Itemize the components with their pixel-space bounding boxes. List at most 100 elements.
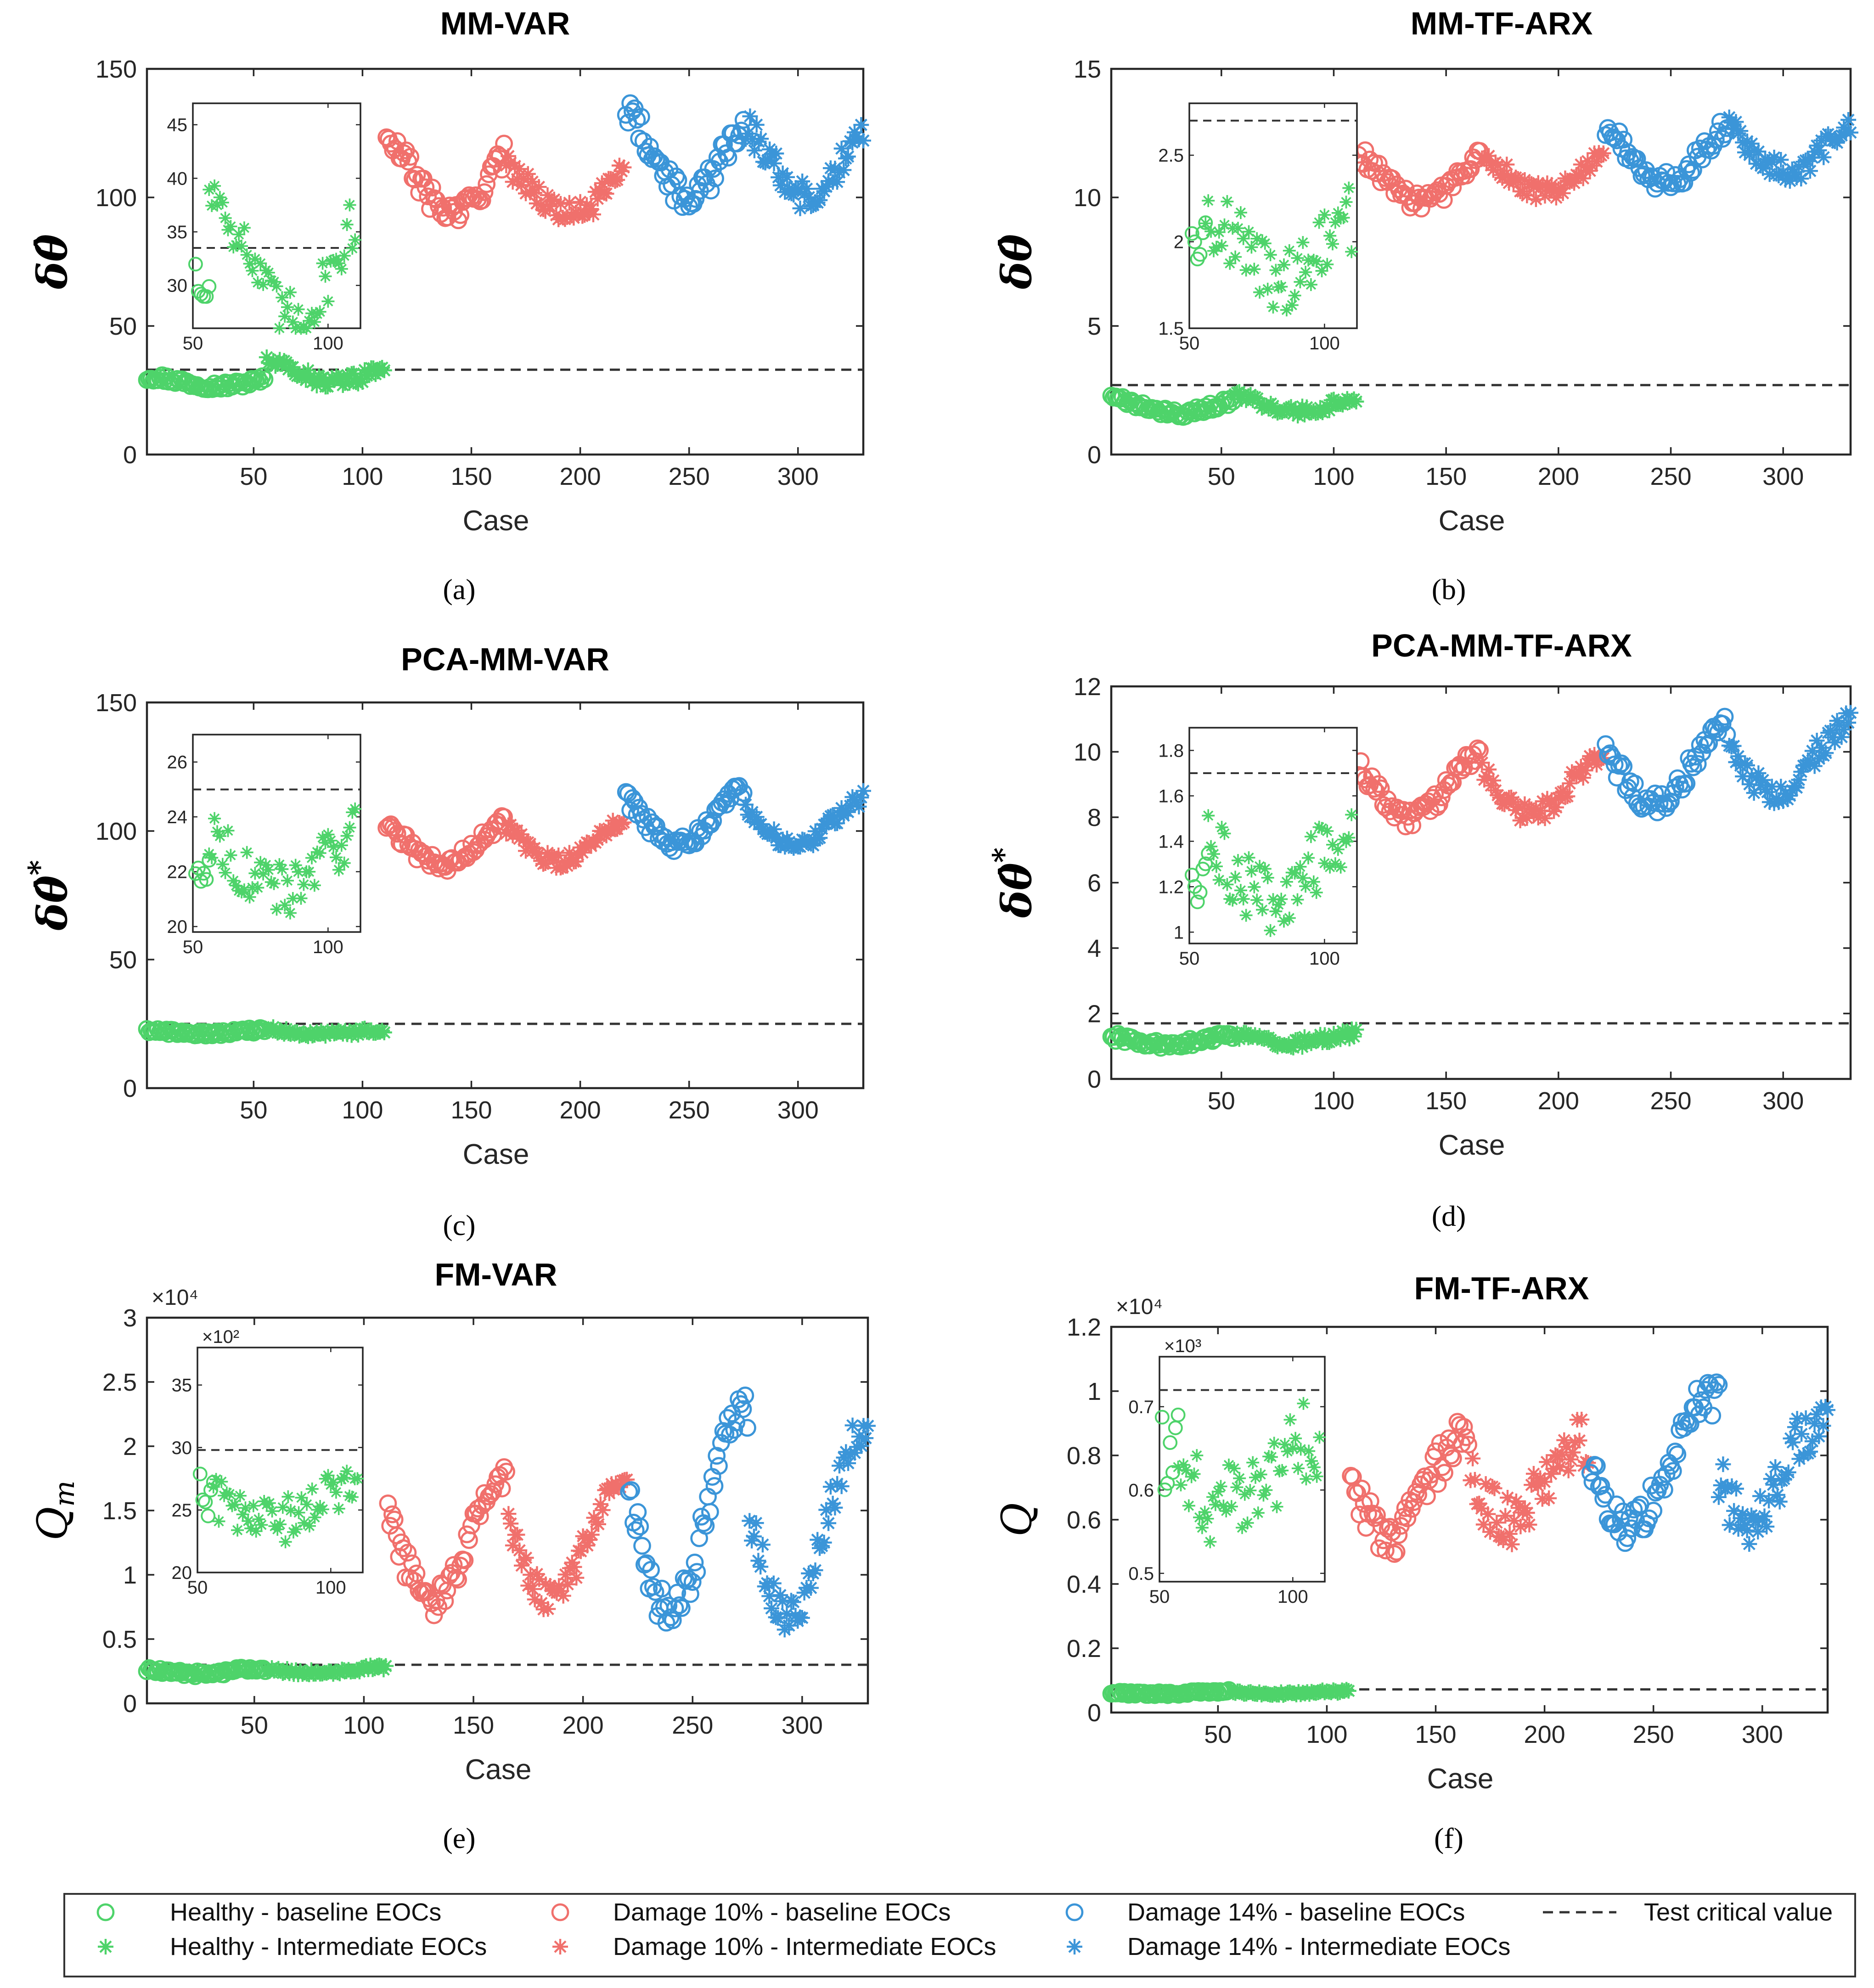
data-point-circle xyxy=(1453,761,1471,780)
legend-item: Test critical value xyxy=(1543,1898,1833,1926)
x-tick-label: 50 xyxy=(1149,1587,1170,1607)
data-point-star xyxy=(849,1439,865,1455)
inset-frame xyxy=(192,734,361,933)
data-point-circle xyxy=(1628,150,1646,168)
data-point-star xyxy=(1467,1472,1483,1488)
chart-title: MM-VAR xyxy=(440,6,570,41)
data-point-circle xyxy=(1668,1445,1687,1463)
data-point-star xyxy=(349,802,362,815)
data-point-star xyxy=(1793,171,1809,187)
data-point-star xyxy=(498,157,514,174)
data-point-circle xyxy=(1390,1526,1408,1544)
data-point-star xyxy=(1559,1439,1574,1455)
y-tick-label: 35 xyxy=(167,222,188,242)
data-point-star xyxy=(818,1502,834,1518)
data-point-circle xyxy=(1705,1381,1723,1399)
data-point-star xyxy=(1312,400,1328,416)
data-point-star xyxy=(1209,1498,1222,1511)
data-point-star xyxy=(1836,721,1852,737)
data-point-star xyxy=(1249,390,1266,406)
data-point-star xyxy=(327,254,340,267)
data-point-star xyxy=(1215,239,1228,253)
data-point-star xyxy=(613,163,630,179)
data-point-star xyxy=(1250,232,1264,245)
data-point-star xyxy=(220,1486,233,1499)
data-point-circle xyxy=(647,817,665,835)
data-point-circle xyxy=(633,1537,651,1555)
x-tick-label: 150 xyxy=(1415,1721,1456,1748)
data-point-star xyxy=(215,1475,228,1488)
data-point-circle xyxy=(1444,1449,1462,1467)
data-point-star xyxy=(1755,772,1771,788)
data-point-star xyxy=(1221,878,1234,891)
data-point-circle xyxy=(632,108,650,126)
x-tick-label: 300 xyxy=(1762,1087,1804,1115)
y-axis-label: Q xyxy=(993,1503,1041,1537)
data-point-star xyxy=(1283,911,1296,925)
data-point-star xyxy=(309,377,325,393)
data-point-star xyxy=(858,1430,874,1446)
x-tick-label: 100 xyxy=(1309,333,1340,354)
data-point-star xyxy=(350,376,366,392)
x-axis-label: Case xyxy=(463,1139,529,1170)
data-point-circle xyxy=(1588,1457,1606,1475)
data-point-circle xyxy=(647,150,665,168)
data-point-star xyxy=(335,262,348,275)
data-point-star xyxy=(1223,893,1237,905)
y-tick-label: 3 xyxy=(123,1304,137,1332)
data-point-star xyxy=(1215,820,1228,834)
data-point-star xyxy=(1735,135,1751,151)
data-point-star xyxy=(1339,196,1353,209)
data-point-star xyxy=(534,1595,549,1611)
data-point-star xyxy=(847,1445,863,1461)
data-point-star xyxy=(281,1490,295,1503)
data-point-star xyxy=(551,1578,567,1594)
data-point-star xyxy=(1840,112,1857,128)
y-tick-label: 0.6 xyxy=(1067,1506,1101,1534)
data-point-star xyxy=(1785,1434,1801,1450)
data-point-circle xyxy=(1597,1486,1615,1504)
data-point-star xyxy=(273,321,286,335)
data-point-circle xyxy=(407,1564,426,1583)
data-point-star xyxy=(294,892,308,905)
data-point-star xyxy=(1229,250,1242,264)
x-tick-label: 150 xyxy=(1425,463,1467,490)
data-point-star xyxy=(1288,866,1301,880)
y-tick-label: 10 xyxy=(1074,184,1101,212)
x-tick-label: 150 xyxy=(450,1096,492,1124)
data-point-star xyxy=(546,849,562,865)
data-point-star xyxy=(1294,1443,1307,1456)
data-point-star xyxy=(807,823,823,839)
data-point-star xyxy=(1739,758,1755,773)
data-point-star xyxy=(1187,1467,1201,1481)
data-point-star xyxy=(1750,1524,1766,1540)
data-point-star xyxy=(1254,1468,1267,1481)
data-point-star xyxy=(1556,1432,1572,1448)
data-point-star xyxy=(598,185,614,202)
data-point-circle xyxy=(1444,178,1462,197)
x-tick-label: 200 xyxy=(560,463,601,490)
data-point-star xyxy=(320,378,336,394)
data-point-star xyxy=(1339,835,1353,848)
data-point-star xyxy=(561,195,577,211)
data-point-star xyxy=(232,228,246,241)
x-tick-label: 100 xyxy=(1309,949,1340,969)
data-point-star xyxy=(1559,788,1576,804)
data-point-star xyxy=(1806,1415,1823,1432)
y-axis-label: δθ̂ xyxy=(992,234,1041,290)
data-point-star xyxy=(1310,1470,1323,1483)
panel-caption: (f) xyxy=(1434,1822,1463,1854)
data-point-circle xyxy=(379,1494,397,1512)
data-point-star xyxy=(1248,880,1261,893)
data-point-star xyxy=(1843,124,1858,140)
data-point-star xyxy=(1334,860,1347,874)
y-tick-label: 1 xyxy=(1087,1378,1101,1405)
data-point-circle xyxy=(493,1479,511,1498)
data-point-circle xyxy=(401,148,420,166)
y-tick-label: 0.5 xyxy=(1128,1564,1154,1584)
data-point-circle xyxy=(475,183,494,201)
data-point-star xyxy=(1798,1410,1814,1426)
data-point-star xyxy=(1752,1488,1768,1504)
data-point-circle xyxy=(482,1485,500,1503)
data-point-star xyxy=(248,867,262,880)
